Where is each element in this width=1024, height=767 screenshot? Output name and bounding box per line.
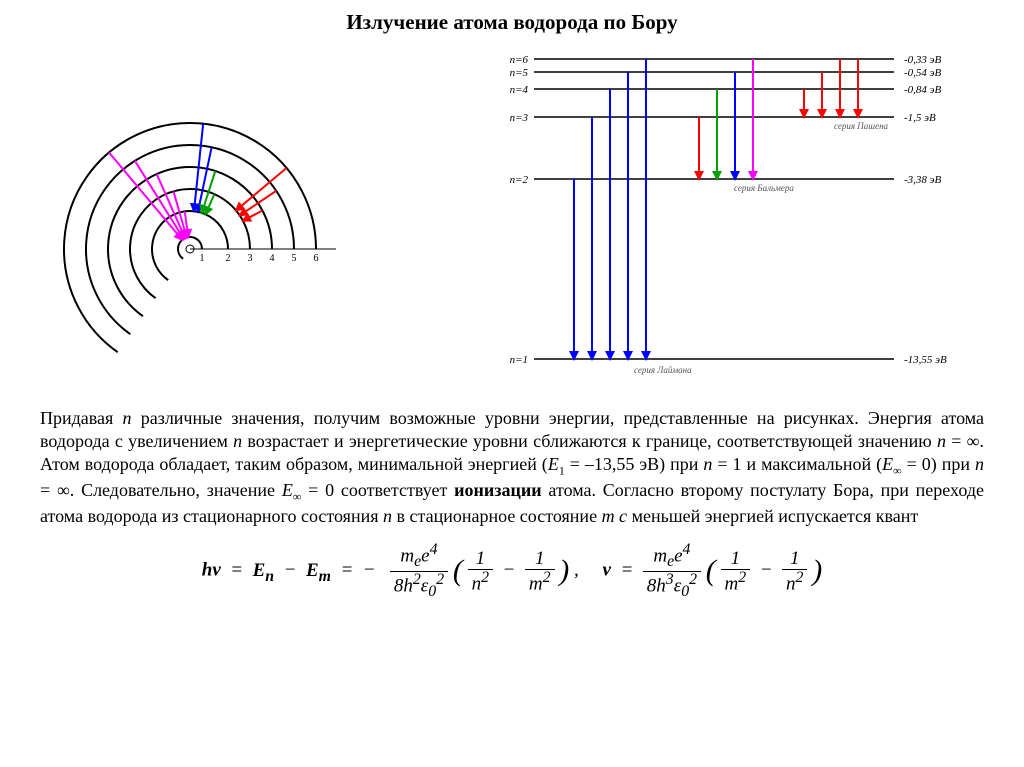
- svg-text:n=1: n=1: [510, 354, 528, 366]
- frac-1n2b: 1 n2: [782, 549, 807, 594]
- frac-1m2: 1 m2: [525, 549, 555, 594]
- svg-text:-0,54 эВ: -0,54 эВ: [904, 67, 942, 79]
- svg-text:n=4: n=4: [510, 84, 529, 96]
- svg-text:-0,84 эВ: -0,84 эВ: [904, 84, 942, 96]
- svg-text:-1,5 эВ: -1,5 эВ: [904, 112, 936, 124]
- svg-text:n=3: n=3: [510, 112, 529, 124]
- svg-text:серия Пашена: серия Пашена: [834, 121, 889, 131]
- f-Em: Em: [306, 560, 331, 581]
- svg-text:-3,38 эВ: -3,38 эВ: [904, 174, 942, 186]
- f-v: v: [603, 560, 611, 581]
- svg-text:серия Бальмера: серия Бальмера: [734, 183, 794, 193]
- diagrams-row: 1 2 3 4 5 6 n=6 -0,33 эВ n=5 -0,54 эВ n=4 -0,84 эВ…: [40, 39, 984, 399]
- energy-level-diagram: n=6 -0,33 эВ n=5 -0,54 эВ n=4 -0,84 эВ n=3 -1,5…: [464, 39, 984, 389]
- svg-text:3: 3: [248, 253, 253, 264]
- f-hv: hv: [202, 560, 221, 581]
- frac-2: mee4 8h3ε02: [643, 542, 701, 600]
- formula: hv = En − Em = − mee4 8h2ε02 ( 1 n2 − 1 …: [40, 542, 984, 600]
- svg-text:серия Лаймана: серия Лаймана: [634, 365, 692, 375]
- body-paragraph: Придавая n различные значения, получим в…: [40, 407, 984, 528]
- page-title: Излучение атома водорода по Бору: [40, 10, 984, 35]
- svg-text:-0,33 эВ: -0,33 эВ: [904, 54, 942, 66]
- svg-text:1: 1: [200, 253, 205, 264]
- svg-text:4: 4: [270, 253, 275, 264]
- f-comma: ,: [574, 560, 579, 581]
- svg-text:5: 5: [292, 253, 297, 264]
- bohr-orbit-diagram: 1 2 3 4 5 6: [40, 39, 410, 399]
- svg-text:-13,55 эВ: -13,55 эВ: [904, 354, 947, 366]
- svg-text:2: 2: [226, 253, 231, 264]
- frac-1m2b: 1 m2: [721, 549, 751, 594]
- svg-text:n=5: n=5: [510, 67, 529, 79]
- page: Излучение атома водорода по Бору 1 2 3 4 5 6 …: [0, 0, 1024, 767]
- frac-1n2: 1 n2: [468, 549, 493, 594]
- svg-text:n=6: n=6: [510, 54, 529, 66]
- frac-1: mee4 8h2ε02: [390, 542, 448, 600]
- f-En: En: [253, 560, 275, 581]
- svg-text:n=2: n=2: [510, 174, 529, 186]
- svg-text:6: 6: [314, 253, 319, 264]
